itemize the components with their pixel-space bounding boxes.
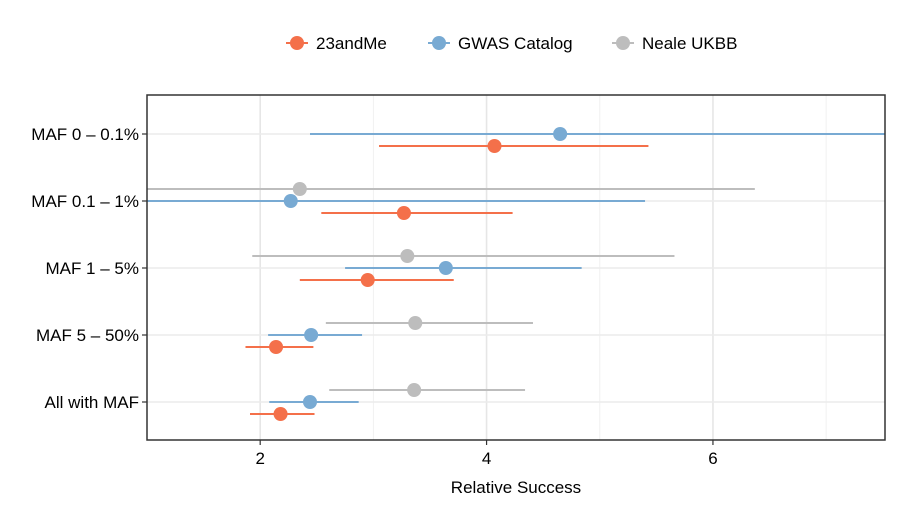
data-point xyxy=(304,328,319,342)
data-point xyxy=(487,139,502,153)
data-point xyxy=(396,206,411,220)
y-tick-label: MAF 5 – 50% xyxy=(36,326,139,345)
legend-item: 23andMe xyxy=(286,34,387,53)
data-point xyxy=(400,249,415,263)
y-tick-label: All with MAF xyxy=(45,393,139,412)
data-point xyxy=(292,182,307,196)
x-tick-label: 6 xyxy=(708,449,717,468)
legend: 23andMe GWAS Catalog Neale UKBB xyxy=(286,34,737,53)
data-point xyxy=(438,261,453,275)
y-tick-label: MAF 0.1 – 1% xyxy=(31,192,139,211)
y-tick-label: MAF 1 – 5% xyxy=(45,259,139,278)
data-point xyxy=(408,316,423,330)
legend-key-point xyxy=(290,36,304,50)
legend-label: GWAS Catalog xyxy=(458,34,573,53)
x-tick-label: 4 xyxy=(482,449,491,468)
data-point xyxy=(407,383,422,397)
legend-label: Neale UKBB xyxy=(642,34,737,53)
data-point xyxy=(283,194,298,208)
legend-key-point xyxy=(616,36,630,50)
y-tick-label: MAF 0 – 0.1% xyxy=(31,125,139,144)
x-axis-label: Relative Success xyxy=(451,478,581,497)
x-tick-label: 2 xyxy=(255,449,264,468)
data-point xyxy=(360,273,375,287)
data-point xyxy=(269,340,284,354)
data-point xyxy=(273,407,288,421)
axes: 2 4 6 MAF 0 – 0.1% MAF 0.1 – 1% MAF 1 – 5% MAF… xyxy=(31,125,717,468)
legend-key-point xyxy=(432,36,446,50)
legend-item: GWAS Catalog xyxy=(428,34,573,53)
data-marks xyxy=(147,127,885,421)
legend-item: Neale UKBB xyxy=(612,34,737,53)
legend-label: 23andMe xyxy=(316,34,387,53)
data-point xyxy=(553,127,568,141)
data-point xyxy=(302,395,317,409)
